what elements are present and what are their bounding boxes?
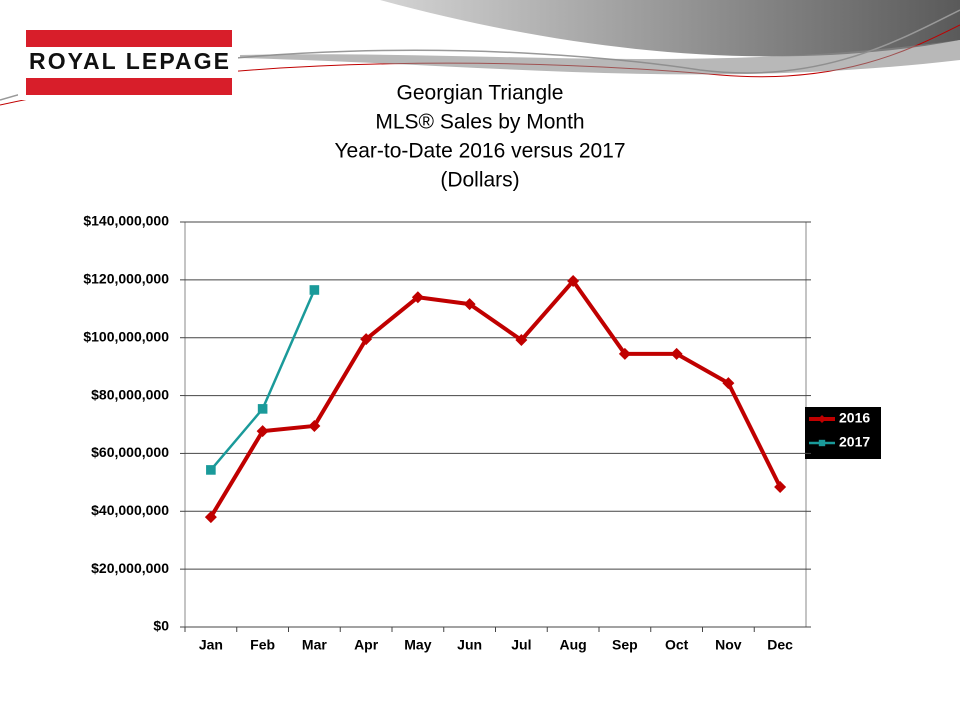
x-tick-label: Feb [250, 637, 275, 653]
point [774, 480, 787, 493]
plot-area [184, 221, 807, 628]
swoosh [230, 0, 960, 57]
x-tick-label: Apr [354, 637, 379, 653]
chart-title: Georgian Triangle [397, 82, 564, 105]
x-tick-label: May [404, 637, 431, 653]
point [818, 415, 826, 423]
legend-box [805, 407, 881, 459]
x-tick-label: Oct [665, 637, 689, 653]
x-tick-label: Aug [560, 637, 587, 653]
point [618, 347, 631, 360]
swoosh [240, 40, 960, 75]
y-tick-label: $60,000,000 [91, 444, 169, 460]
point [722, 377, 735, 390]
chart-title: MLS® Sales by Month [375, 111, 584, 134]
point [256, 425, 269, 438]
y-tick-label: $40,000,000 [91, 502, 169, 518]
x-tick-label: Jun [457, 637, 482, 653]
y-tick-label: $100,000,000 [83, 328, 169, 344]
point [206, 465, 216, 475]
line [209, 279, 782, 519]
x-tick-label: Mar [302, 637, 327, 653]
point [257, 404, 268, 414]
y-tick-label: $20,000,000 [91, 560, 169, 576]
y-tick-label: $80,000,000 [91, 386, 169, 402]
point [360, 333, 373, 346]
x-tick-label: Dec [767, 637, 793, 653]
y-tick-label: $0 [153, 618, 169, 634]
x-tick-label: Sep [612, 637, 638, 653]
legend-label: 2016 [839, 410, 870, 426]
point [204, 511, 217, 524]
point [567, 275, 580, 288]
point [463, 298, 476, 311]
legend-label: 2017 [839, 434, 870, 450]
point [411, 291, 424, 304]
point [818, 439, 826, 447]
logo-band [26, 78, 232, 95]
y-tick-label: $140,000,000 [83, 213, 169, 229]
logo-band [26, 30, 232, 47]
chart-title: (Dollars) [440, 169, 519, 192]
point [308, 419, 321, 432]
chart-title: Year-to-Date 2016 versus 2017 [334, 140, 625, 163]
point [309, 285, 320, 295]
logo-text: ROYAL LEPAGE [29, 48, 229, 74]
x-tick-label: Nov [715, 637, 742, 653]
y-tick-label: $120,000,000 [83, 271, 169, 287]
x-tick-label: Jan [199, 637, 223, 653]
x-tick-label: Jul [511, 637, 531, 653]
point [670, 347, 683, 360]
point [515, 334, 528, 347]
